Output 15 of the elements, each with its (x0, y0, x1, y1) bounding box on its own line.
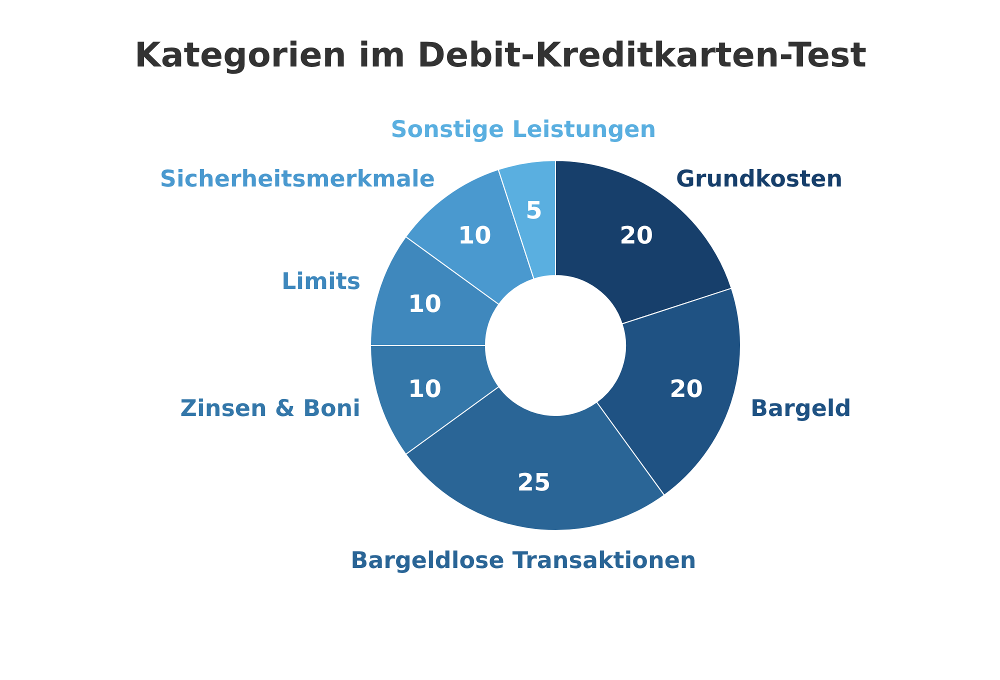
slice-label: Limits (281, 269, 361, 296)
slice-label: Grundkosten (676, 166, 843, 193)
slice-label: Sonstige Leistungen (390, 117, 656, 144)
data-label: 10 (408, 374, 442, 403)
data-label: 20 (620, 221, 654, 250)
data-label: 25 (517, 468, 551, 496)
data-label: 10 (408, 290, 442, 318)
data-label: 5 (526, 196, 542, 225)
slice-label: Bargeldlose Transaktionen (350, 548, 696, 574)
data-label: 20 (670, 374, 703, 403)
slice-label: Zinsen & Boni (180, 396, 361, 422)
data-label: 10 (458, 221, 492, 250)
slice-label: Bargeld (750, 396, 852, 422)
slice-label: Sicherheitsmerkmale (160, 166, 436, 193)
chart-title: Kategorien im Debit-Kreditkarten-Test (134, 36, 866, 76)
